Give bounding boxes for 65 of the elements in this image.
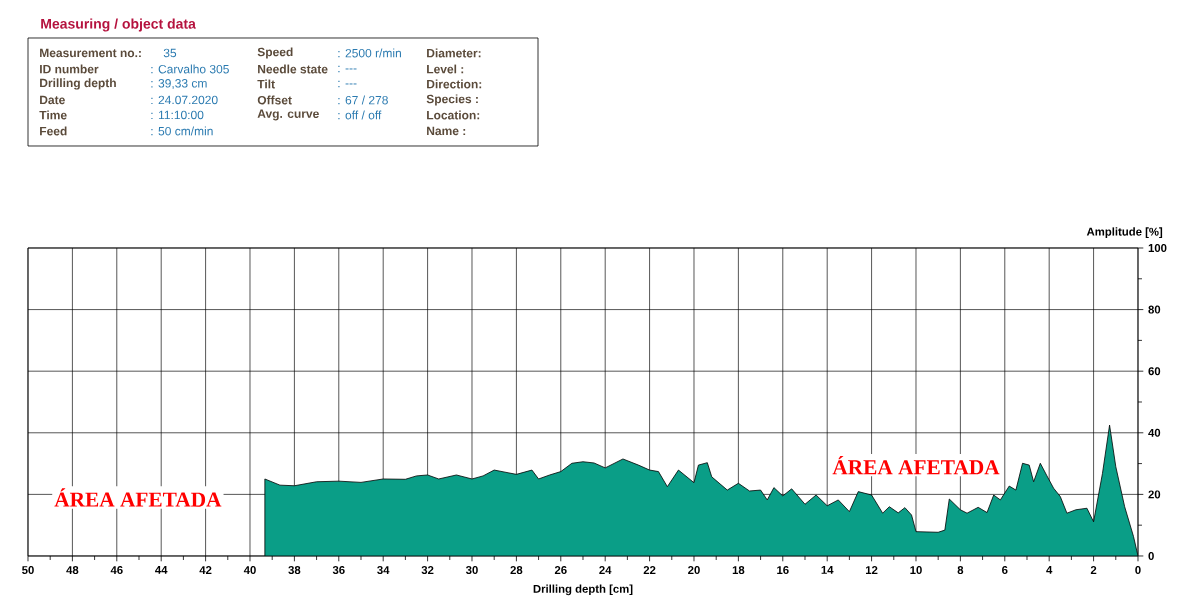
text: Tilt (257, 79, 275, 89)
text: : --- (338, 80, 357, 88)
x-tick-label: 8 (957, 566, 964, 575)
text: : 2500 r/min (338, 48, 401, 58)
x-tick-label: 48 (66, 566, 79, 575)
y-tick-label: 0 (1148, 551, 1154, 560)
text: Feed (40, 126, 67, 136)
x-tick-label: 22 (643, 566, 656, 574)
text: Needle state (258, 64, 328, 74)
y-tick-label: 100 (1148, 243, 1167, 252)
x-tick-label: 24 (599, 566, 612, 574)
x-tick-label: 16 (777, 566, 789, 575)
x-tick-label: 50 (22, 566, 34, 575)
text: : --- (338, 65, 357, 73)
text: Time (39, 110, 67, 120)
text: Location: (427, 110, 480, 120)
x-tick-label: 26 (554, 566, 567, 575)
annotation: ÁREA AFETADA (832, 455, 1000, 475)
x-tick-label: 32 (421, 566, 434, 575)
y-tick-label: 80 (1148, 305, 1161, 314)
text: : 39,33 cm (151, 79, 207, 89)
text: ID number (40, 64, 99, 74)
x-tick-label: 36 (332, 566, 345, 575)
text: Direction: (427, 79, 482, 89)
x-axis-title: Drilling depth [cm] (533, 584, 633, 596)
x-tick-label: 42 (199, 566, 212, 574)
chart-title: Measuring / object data (41, 18, 196, 32)
text: Diameter: (427, 48, 481, 58)
y-axis-title: Amplitude [%] (1086, 227, 1163, 238)
text: Offset (257, 95, 292, 105)
x-tick-label: 34 (377, 566, 390, 575)
text: Name : (427, 126, 466, 136)
x-tick-label: 12 (866, 566, 878, 574)
x-tick-label: 38 (288, 566, 301, 575)
text: Date (40, 95, 65, 105)
y-tick-label: 20 (1148, 490, 1161, 499)
annotation: ÁREA AFETADA (54, 488, 222, 507)
text: Drilling depth (40, 78, 116, 90)
text: : Carvalho 305 (151, 64, 229, 74)
x-tick-label: 6 (1002, 566, 1008, 575)
text: 35 (163, 48, 177, 58)
text: : 67 / 278 (338, 95, 388, 105)
x-tick-label: 46 (110, 566, 123, 575)
y-tick-label: 40 (1148, 428, 1161, 437)
x-tick-label: 14 (821, 566, 834, 574)
text: : 11:10:00 (151, 110, 204, 120)
text: : 50 cm/min (151, 126, 213, 136)
text: : 24.07.2020 (151, 95, 218, 105)
x-tick-label: 4 (1046, 566, 1053, 574)
x-tick-label: 10 (910, 566, 922, 575)
text: Species : (426, 94, 478, 106)
text: Level : (427, 64, 464, 74)
x-tick-label: 40 (243, 566, 256, 575)
x-tick-label: 20 (688, 566, 700, 575)
x-tick-label: 28 (510, 566, 523, 575)
text: Speed (257, 47, 293, 59)
text: : off / off (338, 110, 382, 120)
x-tick-label: 30 (465, 566, 478, 575)
text: Avg. curve (257, 109, 319, 121)
x-tick-label: 0 (1135, 566, 1141, 575)
y-tick-label: 60 (1148, 367, 1161, 376)
x-tick-label: 44 (155, 566, 168, 574)
x-tick-label: 2 (1090, 566, 1097, 574)
x-tick-label: 18 (732, 566, 745, 575)
text: Measurement no.: (40, 48, 141, 58)
